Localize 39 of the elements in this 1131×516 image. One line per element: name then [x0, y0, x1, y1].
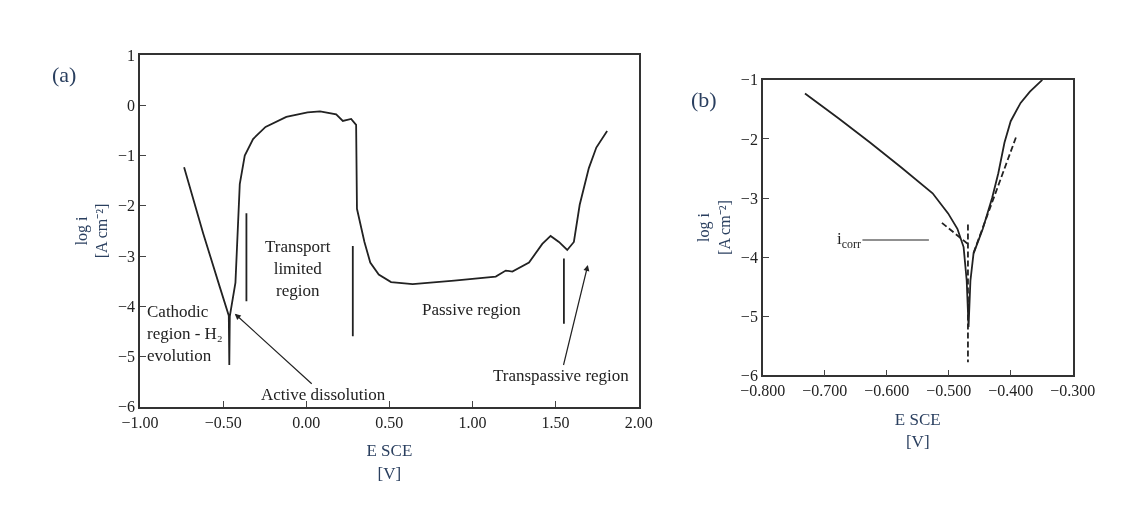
x-tick-label: 1.00: [458, 413, 487, 431]
y-tick-label: −4: [118, 297, 136, 315]
annotation: i$_{corr}$: [837, 229, 861, 251]
y-tick-label: −6: [740, 366, 758, 384]
x-axis-title: E SCE [V]: [366, 441, 413, 483]
x-tick-label: 0.50: [375, 413, 404, 431]
chart-title: (b): [691, 87, 717, 112]
y-axis-title: log i [A cm⁻²]: [695, 200, 734, 255]
x-tick-label: −0.600: [864, 382, 910, 400]
y-tick-label: 1: [127, 46, 136, 64]
y-tick-label: −4: [740, 248, 758, 266]
y-tick-label: −3: [740, 189, 758, 207]
x-tick-label: 1.50: [541, 413, 570, 431]
y-tick-label: −2: [740, 130, 758, 148]
y-tick-label: −5: [118, 348, 136, 366]
x-tick-label: −0.800: [740, 382, 786, 400]
chart-title: (a): [52, 62, 77, 87]
x-tick-label: −0.500: [926, 382, 972, 400]
y-tick-label: −1: [118, 147, 136, 165]
x-tick-label: −0.50: [204, 413, 242, 431]
x-tick-label: 0.00: [292, 413, 321, 431]
annotation: Transpassive region: [493, 366, 630, 385]
y-tick-label: −2: [118, 197, 136, 215]
y-tick-label: −5: [740, 307, 758, 325]
annotation: Cathodic region - H₂ evolution: [147, 302, 223, 366]
annotation: Transport limited region: [265, 237, 331, 301]
y-tick-label: −6: [118, 398, 136, 416]
x-tick-label: −0.400: [988, 382, 1034, 400]
x-tick-label: −1.00: [121, 413, 159, 431]
annotation: Active dissolution: [261, 385, 386, 404]
y-tick-label: −3: [118, 247, 136, 265]
y-tick-label: −1: [740, 71, 758, 89]
x-tick-label: −0.300: [1050, 382, 1096, 400]
x-tick-label: 2.00: [624, 413, 653, 431]
x-axis-title: E SCE [V]: [894, 410, 941, 452]
annotation: Passive region: [422, 300, 522, 319]
y-tick-label: 0: [127, 96, 136, 114]
y-axis-title: log i [A cm⁻²]: [72, 203, 111, 259]
x-tick-label: −0.700: [802, 382, 848, 400]
